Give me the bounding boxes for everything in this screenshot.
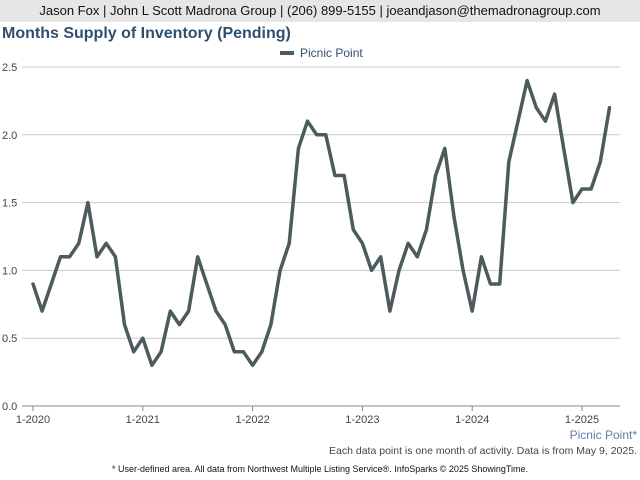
contact-header: Jason Fox | John L Scott Madrona Group |… (0, 0, 640, 22)
x-tick-label: 1-2022 (235, 414, 269, 426)
legend-swatch (280, 51, 294, 55)
y-tick-label: 2.0 (2, 130, 17, 142)
legend: Picnic Point (280, 46, 363, 60)
legend-label: Picnic Point (300, 46, 363, 60)
series-layer (31, 78, 612, 368)
x-tick-label: 1-2023 (345, 414, 379, 426)
axis-layer: 0.0 0.5 1.0 1.5 2.0 2.5 1-2020 1-2021 1-2022 1-20… (2, 62, 599, 426)
y-tick-label: 0.0 (2, 401, 17, 413)
y-tick-label: 1.5 (2, 198, 17, 210)
series-line-picnic-point (31, 78, 612, 368)
grid-layer (22, 66, 620, 407)
footer-disclaimer: * User-defined area. All data from North… (111, 464, 529, 474)
x-tick-label: 1-2021 (126, 414, 160, 426)
x-tick-label: 1-2024 (455, 414, 489, 426)
y-tick-label: 0.5 (2, 333, 17, 345)
x-tick-label: 1-2020 (16, 414, 50, 426)
data-note: Each data point is one month of activity… (329, 445, 637, 457)
x-tick-label: 1-2025 (565, 414, 599, 426)
y-tick-label: 2.5 (2, 62, 17, 74)
chart-title: Months Supply of Inventory (Pending) (2, 25, 291, 42)
y-tick-label: 1.0 (2, 265, 17, 277)
area-label: Picnic Point* (569, 428, 637, 442)
